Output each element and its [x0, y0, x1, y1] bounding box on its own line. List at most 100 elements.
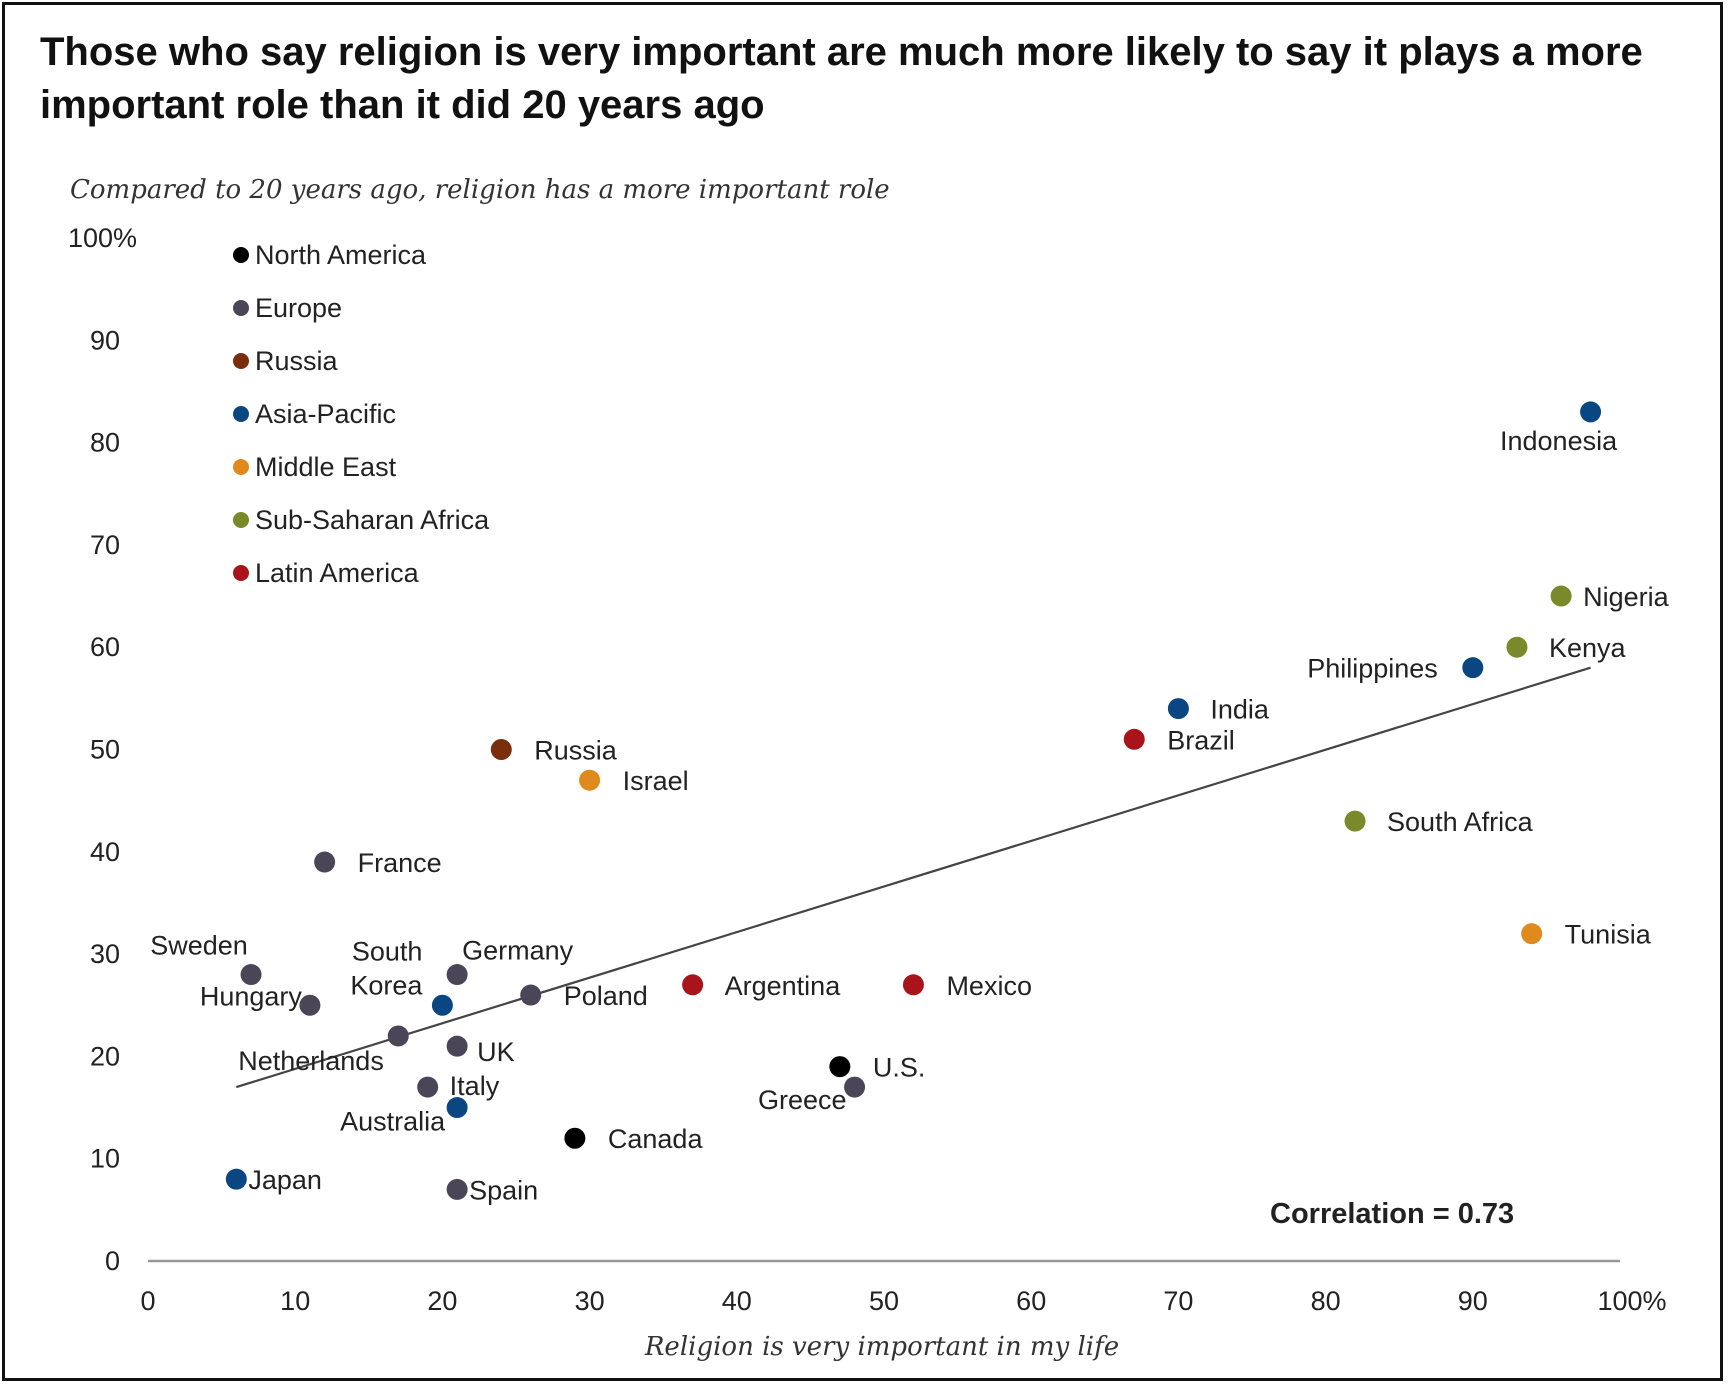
- point-label: Israel: [623, 766, 689, 796]
- point-label: Hungary: [200, 981, 303, 1011]
- y-tick-label: 20: [90, 1041, 120, 1071]
- point-label: Germany: [462, 936, 574, 966]
- y-tick-label: 0: [105, 1246, 120, 1276]
- data-point: [431, 994, 453, 1016]
- point-label: Japan: [248, 1165, 322, 1195]
- data-point: [564, 1127, 586, 1149]
- point-label: Sweden: [150, 931, 248, 961]
- point-label: Philippines: [1307, 654, 1438, 684]
- legend-marker: [233, 353, 249, 369]
- y-tick-label: 100%: [68, 223, 137, 253]
- x-tick-label: 60: [1016, 1286, 1046, 1316]
- x-tick-labels: 0 10 20 30 40 50 60 70 80 90 100%: [140, 1286, 1666, 1316]
- y-tick-labels: 0 10 20 30 40 50 60 70 80 90 100%: [68, 223, 137, 1276]
- data-point: [1506, 636, 1528, 658]
- data-point: [1123, 728, 1145, 750]
- data-point: [829, 1056, 851, 1078]
- data-point: [1344, 810, 1366, 832]
- point-label: South Korea: [350, 936, 423, 1000]
- data-point: [490, 739, 512, 760]
- point-label: UK: [477, 1037, 515, 1067]
- legend-label: Russia: [255, 346, 339, 376]
- data-point: [579, 769, 601, 791]
- x-tick-label: 20: [427, 1286, 457, 1316]
- data-point: [446, 1097, 468, 1119]
- y-tick-label: 80: [90, 428, 120, 458]
- data-point: [902, 974, 924, 996]
- data-point: [446, 964, 468, 986]
- point-label: Brazil: [1167, 725, 1235, 755]
- data-point: [314, 851, 336, 873]
- x-tick-label: 100%: [1597, 1286, 1666, 1316]
- data-point: [1521, 923, 1543, 945]
- y-tick-label: 50: [90, 735, 120, 765]
- point-label: Kenya: [1549, 633, 1627, 663]
- data-point: [299, 994, 321, 1016]
- data-point: [446, 1035, 468, 1057]
- data-point: [844, 1076, 866, 1098]
- x-tick-label: 50: [869, 1286, 899, 1316]
- chart-title: Those who say religion is very important…: [40, 30, 1643, 127]
- x-tick-label: 90: [1458, 1286, 1488, 1316]
- data-point: [1167, 698, 1189, 720]
- data-point: [1580, 401, 1602, 423]
- point-label: Poland: [564, 981, 648, 1011]
- legend-marker: [233, 565, 249, 581]
- x-tick-label: 80: [1311, 1286, 1341, 1316]
- point-label: Australia: [340, 1107, 446, 1137]
- correlation-annotation: Correlation = 0.73: [1270, 1198, 1514, 1230]
- legend-label: North America: [255, 240, 427, 270]
- point-label: Russia: [534, 736, 618, 766]
- point-label: Canada: [608, 1124, 704, 1154]
- y-tick-label: 70: [90, 530, 120, 560]
- point-label: Mexico: [946, 971, 1032, 1001]
- legend-marker: [233, 247, 249, 263]
- legend-marker: [233, 459, 249, 475]
- legend-marker: [233, 300, 249, 316]
- point-label: Italy: [450, 1071, 500, 1101]
- x-tick-label: 40: [722, 1286, 752, 1316]
- data-points: Indonesia Nigeria Kenya Philippines IndiaBra…: [150, 401, 1670, 1205]
- point-label: Spain: [469, 1175, 538, 1205]
- point-label: U.S.: [873, 1053, 926, 1083]
- legend: North America Europe Russia Asia-Pacific Mid…: [233, 240, 490, 588]
- data-point: [240, 964, 262, 986]
- legend-marker: [233, 512, 249, 528]
- trend-line: [235, 666, 1591, 1089]
- x-tick-label: 70: [1163, 1286, 1193, 1316]
- y-tick-label: 90: [90, 325, 120, 355]
- y-tick-label: 30: [90, 939, 120, 969]
- data-point: [682, 974, 704, 996]
- data-point: [417, 1076, 439, 1098]
- x-tick-label: 0: [140, 1286, 155, 1316]
- point-label: Tunisia: [1565, 920, 1652, 950]
- x-tick-label: 30: [575, 1286, 605, 1316]
- point-label: Netherlands: [238, 1046, 384, 1076]
- point-label: Indonesia: [1500, 426, 1618, 456]
- legend-label: Asia-Pacific: [255, 399, 396, 429]
- legend-label: Sub-Saharan Africa: [255, 505, 490, 535]
- legend-marker: [233, 406, 249, 422]
- data-point: [446, 1178, 468, 1200]
- data-point: [387, 1025, 409, 1047]
- y-tick-label: 10: [90, 1144, 120, 1174]
- point-label: Greece: [758, 1085, 847, 1115]
- legend-label: Europe: [255, 293, 342, 323]
- data-point: [225, 1168, 247, 1190]
- point-label: France: [358, 848, 442, 878]
- legend-label: Middle East: [255, 452, 397, 482]
- legend-label: Latin America: [255, 558, 420, 588]
- y-tick-label: 40: [90, 837, 120, 867]
- point-label: Argentina: [725, 971, 842, 1001]
- data-point: [1550, 585, 1572, 607]
- x-axis-label: Religion is very important in my life: [644, 1332, 1119, 1362]
- y-axis-label: Compared to 20 years ago, religion has a…: [70, 175, 890, 205]
- point-label: South Africa: [1387, 807, 1534, 837]
- point-label: Nigeria: [1583, 582, 1670, 612]
- y-tick-label: 60: [90, 632, 120, 662]
- data-point: [1462, 657, 1484, 679]
- point-label: India: [1210, 695, 1270, 725]
- data-point: [520, 984, 542, 1006]
